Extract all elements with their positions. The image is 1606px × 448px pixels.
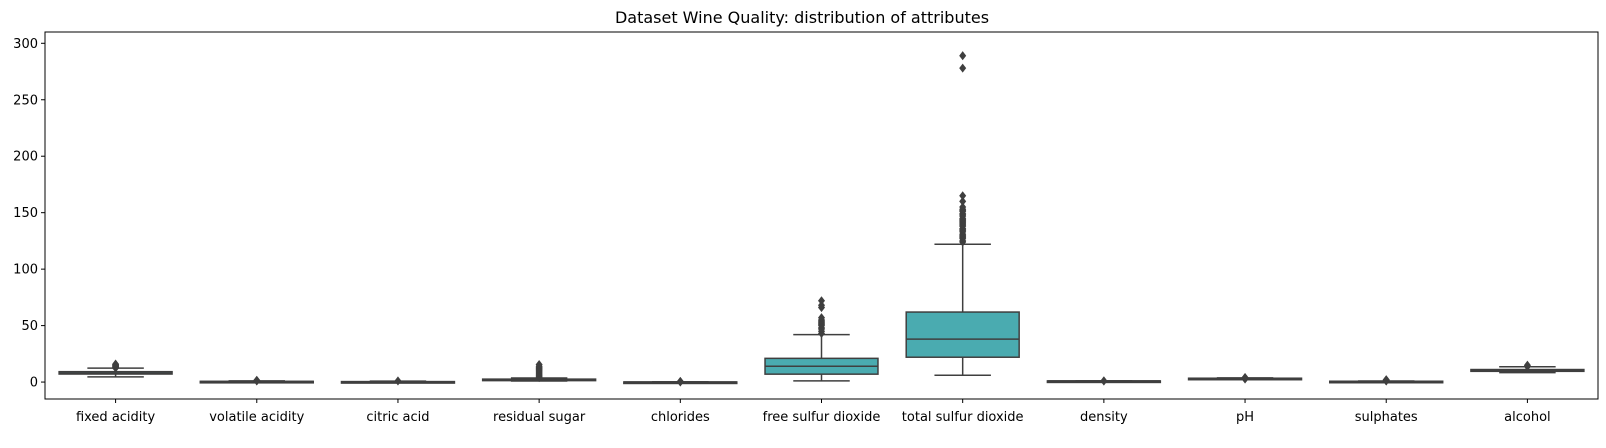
box-group: [623, 376, 738, 387]
y-tick-label: 100: [13, 263, 38, 278]
tick-labels: 0 50 100 150 200 250 300 fixed acidity volatile …: [13, 37, 1550, 425]
box-group: [58, 359, 173, 378]
box-group: [1046, 376, 1162, 386]
x-tick-label: sulphates: [1355, 410, 1418, 425]
outlier-point: [959, 202, 967, 212]
x-tick-label: alcohol: [1504, 410, 1550, 425]
outlier-point: [818, 296, 825, 306]
outlier-point: [818, 313, 825, 323]
box-group: [340, 376, 456, 386]
outlier-point: [1100, 376, 1108, 386]
outlier-point: [535, 360, 543, 370]
y-tick-label: 200: [13, 150, 38, 165]
outlier-point: [959, 196, 967, 206]
y-tick-label: 50: [21, 319, 38, 334]
box-group: [1187, 372, 1303, 384]
y-tick-label: 300: [13, 37, 38, 52]
outlier-point: [959, 191, 967, 201]
outlier-point: [676, 376, 684, 386]
box-body: [905, 311, 1020, 358]
x-tick-label: citric acid: [366, 410, 429, 425]
outlier-point: [253, 375, 261, 385]
x-tick-label: chlorides: [651, 410, 710, 425]
box-group: [1329, 375, 1444, 386]
axes: [41, 31, 1599, 403]
y-tick-label: 250: [13, 93, 38, 108]
x-tick-label: pH: [1236, 410, 1254, 425]
x-tick-label: free sulfur dioxide: [763, 410, 881, 425]
y-tick-label: 150: [13, 206, 38, 221]
outlier-point: [112, 359, 120, 369]
outlier-point: [959, 51, 967, 61]
box-group: [1470, 360, 1585, 374]
box-group: [905, 51, 1020, 377]
y-tick-label: 0: [30, 376, 38, 391]
outlier-point: [1241, 372, 1249, 383]
box-group: [764, 296, 879, 382]
x-tick-label: volatile acidity: [209, 410, 304, 425]
x-tick-label: fixed acidity: [76, 410, 156, 425]
outlier-point: [1523, 360, 1531, 370]
x-tick-label: total sulfur dioxide: [902, 410, 1024, 425]
box-group: [481, 360, 597, 383]
box-group: [199, 375, 314, 386]
outlier-point: [959, 63, 967, 73]
outlier-point: [394, 376, 402, 386]
boxes: [58, 51, 1585, 387]
x-tick-label: residual sugar: [493, 410, 586, 425]
x-tick-label: density: [1080, 410, 1128, 425]
chart-title: Dataset Wine Quality: distribution of at…: [615, 8, 989, 27]
outlier-point: [1382, 375, 1390, 385]
